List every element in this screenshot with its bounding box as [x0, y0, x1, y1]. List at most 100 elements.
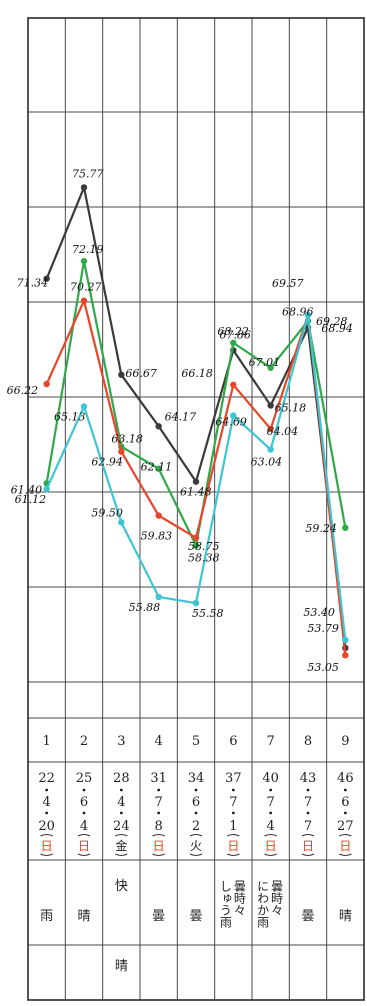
- date-dot: [82, 811, 86, 815]
- data-point: [155, 512, 162, 519]
- data-label: 66.22: [7, 384, 39, 397]
- date-dot: [157, 811, 161, 815]
- date-dot: [45, 811, 49, 815]
- date-year: 22: [38, 771, 55, 786]
- data-label: 72.19: [72, 243, 104, 256]
- data-point: [80, 184, 88, 191]
- data-point: [267, 425, 274, 433]
- data-label: 62.11: [141, 461, 173, 474]
- date-year: 34: [188, 771, 205, 786]
- data-point: [267, 446, 274, 453]
- date-month: 6: [341, 795, 349, 810]
- weather: 快: [115, 879, 128, 894]
- weekday: 日: [153, 839, 165, 853]
- date-dot: [231, 788, 235, 792]
- data-label: 64.04: [267, 425, 299, 438]
- date-year: 31: [150, 771, 167, 786]
- date-dot: [306, 788, 310, 792]
- data-point: [118, 371, 125, 378]
- data-label: 70.27: [70, 281, 102, 294]
- paren-top: [152, 834, 165, 837]
- data-label: 53.05: [307, 661, 339, 674]
- election-number: 8: [304, 734, 312, 749]
- data-label: 64.17: [165, 410, 197, 423]
- date-dot: [269, 788, 273, 792]
- date-year: 37: [225, 771, 242, 786]
- paren-bottom: [77, 853, 91, 856]
- election-number: 7: [267, 734, 275, 749]
- date-dot: [343, 811, 347, 815]
- data-label: 58.38: [188, 551, 220, 564]
- weekday: 日: [265, 839, 277, 853]
- paren-top: [227, 834, 240, 837]
- data-label: 59.83: [141, 530, 173, 543]
- date-day: 1: [229, 819, 237, 834]
- paren-top: [40, 834, 53, 837]
- weather: にわか雨: [256, 880, 270, 928]
- weather: 雨: [40, 909, 53, 924]
- paren-top: [264, 834, 277, 837]
- series-lines: [43, 184, 349, 659]
- date-month: 4: [117, 795, 125, 810]
- weather: しゅう雨: [218, 880, 232, 928]
- date-day: 4: [267, 819, 275, 834]
- paren-top: [189, 834, 203, 837]
- data-label: 53.79: [307, 622, 339, 635]
- weekday: 火: [190, 839, 202, 853]
- date-month: 7: [304, 795, 312, 810]
- date-year: 40: [262, 771, 279, 786]
- date-month: 6: [192, 795, 200, 810]
- date-day: 7: [304, 819, 312, 834]
- data-label: 53.40: [303, 606, 335, 619]
- data-label: 59.24: [305, 522, 337, 535]
- paren-bottom: [115, 853, 128, 856]
- paren-top: [301, 834, 315, 837]
- election-number: 5: [192, 734, 200, 749]
- data-point: [80, 297, 88, 304]
- paren-top: [339, 834, 352, 837]
- paren-top: [77, 834, 91, 837]
- date-dot: [343, 788, 347, 792]
- date-dot: [119, 788, 123, 792]
- data-point: [192, 534, 200, 542]
- weekday: 日: [227, 839, 239, 853]
- weather: 晴: [339, 909, 352, 924]
- data-label: 58.75: [188, 540, 220, 553]
- data-label: 69.28: [316, 315, 348, 328]
- data-label: 68.22: [217, 325, 249, 338]
- date-year: 43: [300, 771, 317, 786]
- data-label: 67.86: [219, 328, 251, 341]
- weekday: 日: [41, 839, 53, 853]
- data-point: [155, 593, 162, 601]
- data-point: [192, 599, 200, 607]
- weather: 曇: [152, 909, 165, 924]
- date-dot: [269, 811, 273, 815]
- data-label: 66.18: [181, 367, 213, 380]
- paren-bottom: [189, 853, 203, 856]
- data-point: [155, 423, 162, 430]
- weekday: 日: [78, 839, 90, 853]
- data-label: 64.69: [215, 416, 247, 429]
- weather: 曇時々: [232, 880, 246, 916]
- data-label: 67.01: [249, 356, 281, 369]
- data-point: [304, 311, 312, 319]
- data-label: 66.67: [125, 367, 157, 380]
- paren-bottom: [40, 853, 53, 856]
- data-label: 61.48: [180, 486, 212, 499]
- date-dot: [231, 811, 235, 815]
- data-point: [230, 339, 237, 347]
- data-label: 55.88: [129, 601, 161, 614]
- chart-border: [27, 17, 365, 1001]
- paren-bottom: [301, 853, 315, 856]
- date-dot: [306, 811, 310, 815]
- paren-bottom: [152, 853, 165, 856]
- weather: 曇: [301, 909, 314, 924]
- date-dot: [194, 788, 198, 792]
- data-label: 59.50: [91, 506, 123, 519]
- data-label: 65.18: [275, 401, 307, 414]
- weather: 晴: [77, 909, 90, 924]
- date-dot: [119, 811, 123, 815]
- data-point: [342, 652, 349, 659]
- election-number: 4: [155, 734, 163, 749]
- date-month: 7: [155, 795, 163, 810]
